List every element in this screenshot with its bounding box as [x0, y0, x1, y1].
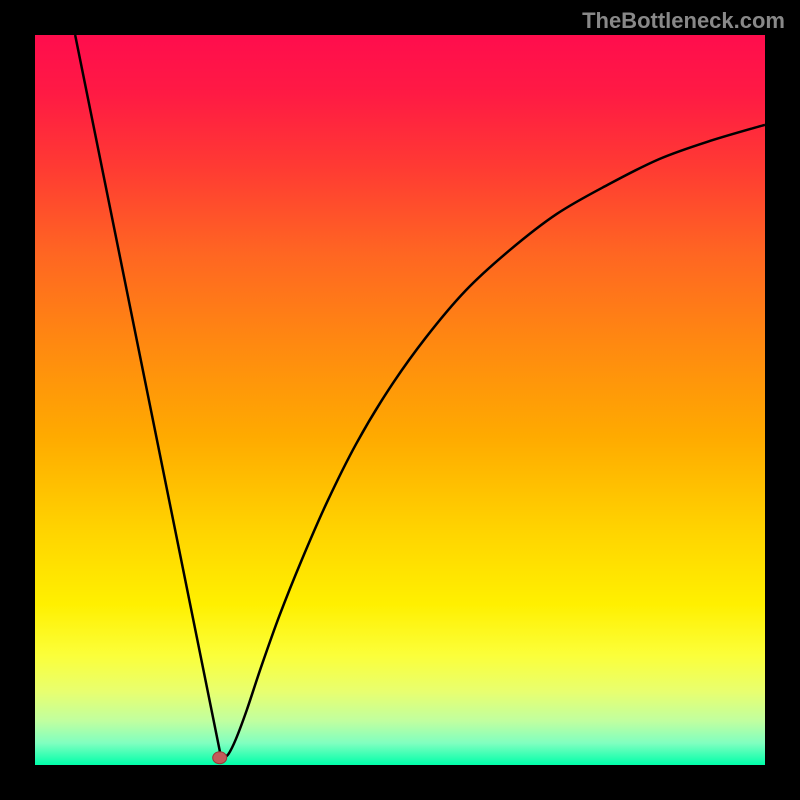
curve-left-segment — [75, 35, 221, 758]
curve-overlay — [35, 35, 765, 765]
watermark-label: TheBottleneck.com — [582, 8, 785, 34]
curve-right-segment — [223, 125, 765, 758]
minimum-marker — [213, 752, 227, 764]
chart-frame: TheBottleneck.com — [0, 0, 800, 800]
plot-area — [35, 35, 765, 765]
